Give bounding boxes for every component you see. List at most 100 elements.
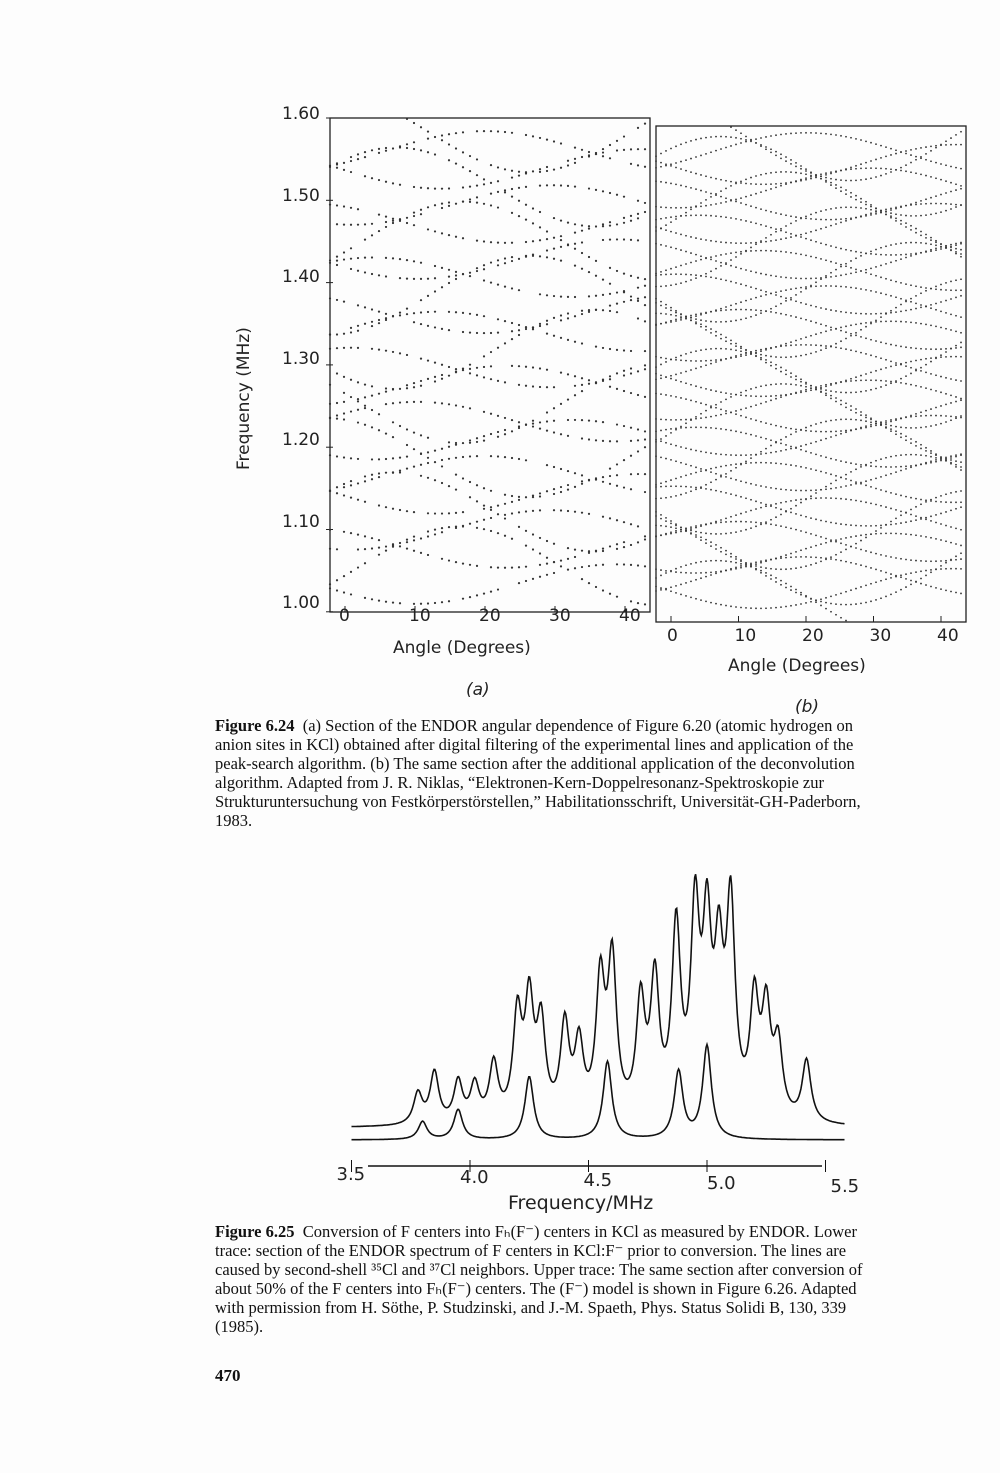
data-dot: [850, 206, 852, 209]
data-dot: [655, 577, 657, 579]
data-dot: [880, 421, 882, 424]
data-dot: [840, 476, 842, 479]
data-dot: [850, 166, 852, 169]
data-dot: [790, 511, 792, 514]
data-dot: [573, 223, 577, 226]
data-dot: [835, 268, 837, 271]
data-dot: [517, 421, 521, 424]
data-dot: [705, 204, 707, 207]
data-dot: [845, 431, 847, 434]
data-dot: [370, 272, 374, 276]
data-dot: [750, 521, 752, 523]
data-dot: [552, 488, 556, 491]
data-dot: [695, 360, 697, 362]
data-dot: [825, 181, 827, 183]
data-dot: [750, 205, 752, 208]
data-dot: [735, 555, 737, 558]
data-dot: [730, 396, 732, 398]
data-dot: [860, 201, 862, 204]
data-dot: [720, 190, 722, 193]
data-dot: [730, 469, 732, 472]
data-dot: [356, 256, 360, 260]
data-dot: [720, 521, 722, 524]
data-dot: [580, 511, 584, 514]
data-dot: [770, 210, 772, 213]
data-dot: [510, 494, 514, 498]
data-dot: [810, 213, 812, 216]
data-dot: [740, 454, 742, 457]
data-dot: [545, 230, 549, 233]
data-dot: [880, 292, 882, 295]
data-dot: [482, 240, 486, 243]
data-dot: [370, 347, 374, 350]
data-dot: [940, 414, 942, 417]
data-dot: [890, 556, 892, 558]
data-dot: [825, 132, 827, 135]
data-dot: [760, 183, 762, 186]
data-dot: [660, 513, 662, 516]
data-dot: [880, 532, 882, 535]
data-dot: [475, 526, 479, 529]
data-dot: [725, 517, 727, 520]
data-dot: [865, 213, 867, 216]
data-dot: [655, 483, 657, 486]
data-dot: [960, 558, 962, 560]
data-dot: [805, 515, 807, 518]
data-dot: [636, 164, 640, 167]
data-dot: [865, 480, 867, 483]
data-dot: [665, 245, 667, 247]
data-dot: [710, 415, 712, 418]
data-dot: [920, 503, 922, 506]
data-dot: [770, 274, 772, 277]
data-dot: [419, 474, 423, 477]
data-dot: [587, 419, 591, 422]
data-dot: [665, 457, 667, 460]
data-dot: [915, 307, 917, 310]
data-dot: [780, 184, 782, 187]
data-dot: [755, 349, 757, 352]
data-dot: [580, 437, 584, 440]
data-dot: [412, 147, 416, 151]
data-dot: [960, 241, 962, 244]
data-dot: [830, 260, 832, 263]
data-dot: [870, 423, 872, 426]
data-dot: [356, 457, 360, 461]
data-dot: [660, 524, 662, 527]
data-dot: [695, 415, 697, 418]
data-dot: [680, 372, 682, 374]
data-dot: [580, 377, 584, 380]
data-dot: [349, 346, 353, 349]
data-dot: [440, 266, 444, 269]
data-dot: [920, 234, 922, 237]
data-dot: [795, 464, 797, 467]
data-dot: [945, 164, 947, 167]
data-dot: [905, 521, 907, 524]
data-dot: [740, 182, 742, 184]
data-dot: [775, 441, 777, 444]
data-dot: [770, 574, 772, 577]
data-dot: [615, 484, 619, 487]
data-dot: [700, 349, 702, 352]
data-dot: [629, 391, 633, 395]
data-dot: [461, 367, 465, 370]
data-dot: [685, 214, 687, 217]
data-dot: [566, 159, 570, 162]
data-dot: [426, 602, 430, 605]
data-dot: [880, 379, 882, 382]
data-dot: [538, 324, 542, 328]
data-dot: [830, 224, 832, 227]
data-dot: [740, 252, 742, 255]
data-dot: [910, 513, 912, 516]
caption-line: algorithm. Adapted from J. R. Niklas, “E…: [215, 773, 824, 792]
data-dot: [935, 456, 937, 459]
data-dot: [710, 389, 712, 391]
data-dot: [890, 523, 892, 526]
data-dot: [855, 179, 857, 182]
data-dot: [770, 171, 772, 174]
data-dot: [875, 176, 877, 178]
data-dot: [925, 174, 927, 177]
data-dot: [349, 532, 353, 535]
data-dot: [755, 404, 757, 406]
data-dot: [865, 584, 867, 587]
data-dot: [730, 264, 732, 267]
